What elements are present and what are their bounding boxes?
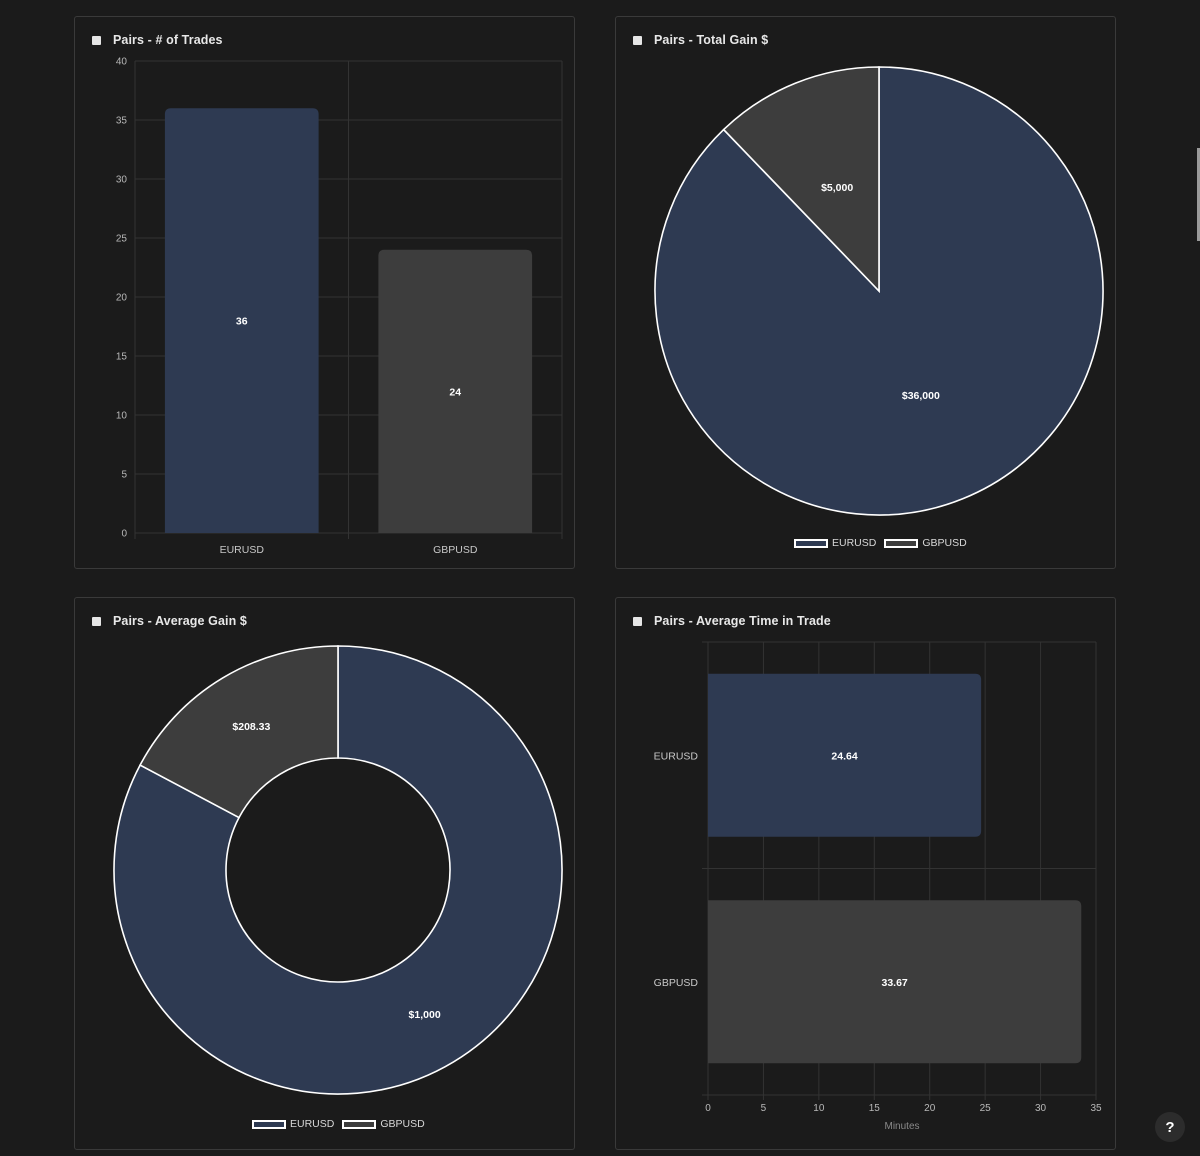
y-tick-label: 30 [116, 175, 128, 186]
y-tick-label: 25 [116, 234, 128, 245]
slice-value-label: $36,000 [902, 390, 940, 402]
legend-item-eurusd[interactable]: EURUSD [252, 1118, 334, 1130]
bar-gbpusd [378, 249, 533, 534]
slice-value-label: $208.33 [232, 721, 270, 733]
chart-title: Pairs - # of Trades [113, 33, 223, 47]
slice-value-label: $1,000 [409, 1009, 441, 1021]
bar-eurusd [164, 108, 319, 533]
x-tick-label: 35 [1090, 1103, 1102, 1114]
x-tick-label: GBPUSD [433, 544, 478, 556]
chart-panel-total-gain: Pairs - Total Gain $ $36,000 $5,000 EURUS… [615, 16, 1116, 569]
slice-gbpusd [722, 66, 880, 293]
slice-gbpusd [139, 645, 339, 819]
y-tick-label: 10 [116, 411, 128, 422]
bar-value-label: 24.64 [831, 750, 857, 762]
legend-item-gbpusd[interactable]: GBPUSD [342, 1118, 425, 1130]
chart-legend: EURUSD GBPUSD [794, 537, 967, 549]
chart-title: Pairs - Average Time in Trade [654, 614, 831, 628]
panel-header: Pairs - Average Gain $ [92, 614, 247, 628]
bar-value-label: 24 [449, 386, 461, 398]
legend-label: GBPUSD [380, 1118, 425, 1130]
x-tick-label: 5 [761, 1103, 767, 1114]
x-axis-title: Minutes [884, 1121, 919, 1132]
help-button[interactable]: ? [1155, 1112, 1185, 1142]
chart-panel-average-gain: Pairs - Average Gain $ $1,000 $208.33 EUR… [74, 597, 575, 1150]
x-tick-label: 30 [1035, 1103, 1047, 1114]
legend-item-gbpusd[interactable]: GBPUSD [884, 537, 967, 549]
square-icon [633, 35, 642, 45]
legend-label: EURUSD [290, 1118, 335, 1130]
bar-value-label: 36 [236, 316, 248, 328]
x-tick-label: 10 [813, 1103, 825, 1114]
bar-gbpusd [708, 900, 1082, 1064]
square-icon [633, 616, 642, 626]
chart-title: Pairs - Total Gain $ [654, 33, 769, 47]
scrollbar[interactable] [1197, 148, 1200, 241]
y-tick-label: 15 [116, 352, 128, 363]
panel-header: Pairs - Average Time in Trade [633, 614, 831, 628]
y-tick-label: 0 [121, 529, 127, 540]
x-tick-label: 25 [980, 1103, 992, 1114]
bar-eurusd [708, 673, 982, 837]
doughnut-chart-average-gain: $1,000 $208.33 [113, 645, 563, 1095]
y-tick-label: 5 [121, 470, 127, 481]
x-tick-label: EURUSD [220, 544, 265, 556]
panel-header: Pairs - # of Trades [92, 33, 223, 47]
y-tick-label: 20 [116, 293, 128, 304]
chart-panel-average-time: Pairs - Average Time in Trade 0 5 10 15 20 25… [615, 597, 1116, 1150]
legend-swatch-gbpusd [884, 538, 919, 548]
pie-chart-total-gain: $36,000 $5,000 [654, 66, 1104, 516]
legend-label: EURUSD [832, 537, 877, 549]
bar-chart-trades: 0 5 10 15 20 25 30 35 40 36 EURUSD 24 GBPUSD [116, 57, 563, 556]
chart-legend: EURUSD GBPUSD [252, 1118, 425, 1130]
x-tick-label: 15 [869, 1103, 881, 1114]
x-tick-label: 0 [705, 1103, 711, 1114]
slice-eurusd [113, 645, 563, 1095]
legend-swatch-eurusd [794, 538, 828, 548]
y-tick-label: EURUSD [654, 750, 699, 762]
legend-swatch-gbpusd [342, 1119, 377, 1129]
legend-item-eurusd[interactable]: EURUSD [794, 537, 876, 549]
square-icon [92, 616, 101, 626]
y-tick-label: 40 [116, 57, 128, 68]
legend-label: GBPUSD [922, 537, 967, 549]
bar-chart-average-time: 0 5 10 15 20 25 30 35 24.64 EURUSD 33.67 GBPUSD Minu… [654, 641, 1102, 1132]
slice-value-label: $5,000 [821, 182, 853, 194]
y-tick-label: GBPUSD [654, 977, 699, 989]
bar-value-label: 33.67 [881, 977, 907, 989]
chart-panel-trades: Pairs - # of Trades 0 5 10 15 20 25 30 35 40 36 EU… [74, 16, 575, 569]
legend-swatch-eurusd [252, 1119, 286, 1129]
chart-title: Pairs - Average Gain $ [113, 614, 247, 628]
square-icon [92, 35, 101, 45]
y-tick-label: 35 [116, 116, 128, 127]
panel-header: Pairs - Total Gain $ [633, 33, 768, 47]
x-tick-label: 20 [924, 1103, 936, 1114]
